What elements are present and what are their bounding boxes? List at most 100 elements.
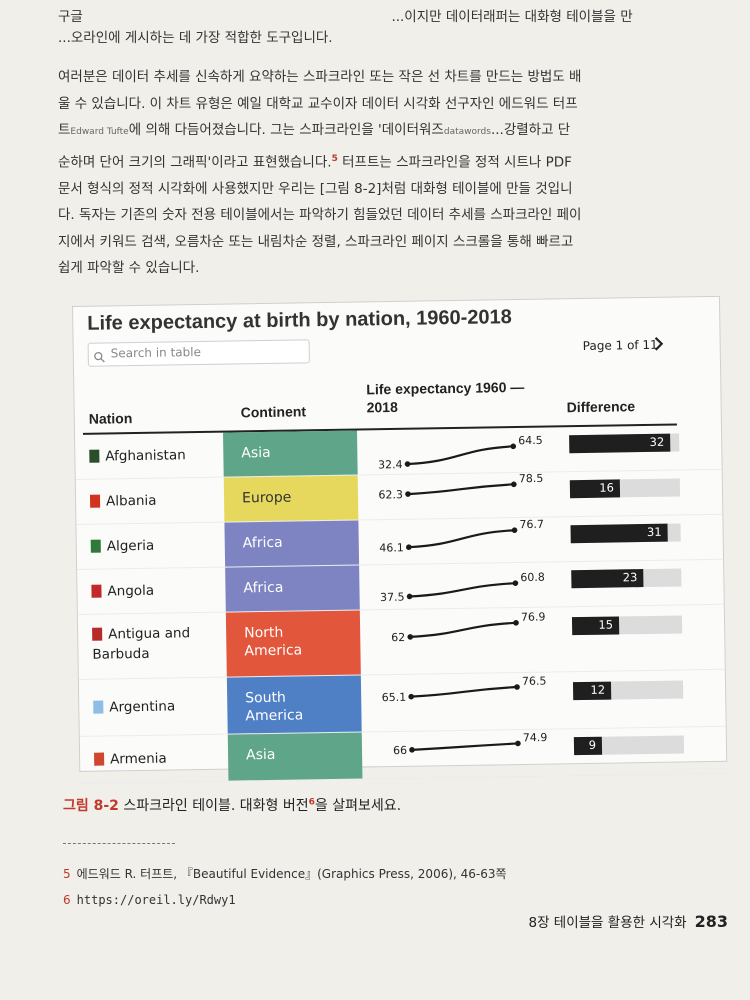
search-input[interactable]: Search in table <box>87 339 310 367</box>
difference-value: 12 <box>590 682 606 697</box>
nation-name: Armenia <box>110 750 167 768</box>
sparkline-start-label: 37.5 <box>380 591 405 604</box>
difference-cell: 32 <box>569 433 680 454</box>
sparkline-end-point <box>515 740 521 747</box>
sparkline-start-label: 32.4 <box>378 458 403 471</box>
footnote-link[interactable]: https://oreil.ly/Rdwy1 <box>76 893 236 907</box>
nation-cell: Antigua and Barbuda <box>92 623 191 665</box>
paragraph-line: 순하며 단어 크기의 그래픽'이라고 표현했습니다.5 터프트는 스파크라인을 … <box>58 153 572 171</box>
table-title: Life expectancy at birth by nation, 1960… <box>87 306 513 335</box>
sparkline: 62.3 78.5 <box>364 472 565 519</box>
sparkline-end-point <box>512 580 519 586</box>
chevron-right-icon[interactable] <box>652 336 666 352</box>
sparkline-path <box>407 445 514 466</box>
flag-icon <box>94 752 105 766</box>
continent-cell: Africa <box>224 520 360 567</box>
paragraph-line: 울 수 있습니다. 이 차트 유형은 예일 대학교 교수이자 데이터 시각화 선… <box>58 95 578 112</box>
difference-cell: 31 <box>570 523 681 544</box>
sparkline-end-point <box>510 443 517 450</box>
difference-bar: 32 <box>569 433 671 454</box>
sparkline-path <box>407 483 514 496</box>
continent-cell: Asia <box>227 732 363 781</box>
sparkline-end-label: 76.5 <box>522 675 547 688</box>
difference-value: 15 <box>598 617 614 632</box>
nation-name: Albania <box>105 492 157 510</box>
nation-cell: Angola <box>91 583 154 600</box>
nation-name: Argentina <box>109 698 176 716</box>
flag-icon <box>92 627 103 641</box>
paragraph-top-prefix: 구글 <box>58 9 83 25</box>
header-continent[interactable]: Continent <box>240 403 307 421</box>
sparkline-start-point <box>406 544 412 550</box>
continent-cell: Europe <box>223 475 359 522</box>
pager-label: Page 1 of 11 <box>582 337 658 353</box>
nation-name: Algeria <box>106 537 155 555</box>
sparkline: 65.1 76.5 <box>367 672 568 731</box>
sparkline-end-label: 78.5 <box>519 472 544 485</box>
nation-name: Angola <box>107 582 155 600</box>
continent-cell: North America <box>225 610 361 677</box>
difference-bar: 15 <box>571 616 620 636</box>
sparkline-start-label: 62.3 <box>378 488 403 501</box>
paragraph-line: 다. 독자는 기존의 숫자 전용 테이블에서는 파악하기 힘들었던 데이터 추세… <box>58 207 582 223</box>
nation-cell: Armenia <box>94 751 167 768</box>
nation-name: Afghanistan <box>105 447 186 465</box>
sparkline-end-label: 74.9 <box>523 731 548 744</box>
figure-label: 그림 8-2 <box>63 798 119 814</box>
difference-cell: 16 <box>569 478 681 499</box>
sparkline-path <box>408 529 515 549</box>
sparkline-end-label: 76.7 <box>519 518 544 531</box>
difference-value: 9 <box>588 737 597 752</box>
difference-bar: 31 <box>570 523 668 544</box>
sparkline-start-label: 46.1 <box>379 541 404 554</box>
nation-cell: Afghanistan <box>89 447 186 465</box>
difference-cell: 15 <box>571 615 683 636</box>
header-life-expectancy[interactable]: Life expectancy 1960 — 2018 <box>366 378 525 416</box>
sparkline-start-point <box>405 491 411 497</box>
sparkline-start-point <box>406 593 413 600</box>
paragraph-main: 여러분은 데이터 추세를 신속하게 요약하는 스파크라인 또는 작은 선 차트를… <box>58 64 678 282</box>
header-difference[interactable]: Difference <box>566 398 636 416</box>
difference-value: 32 <box>649 434 665 449</box>
search-icon <box>94 347 105 363</box>
paragraph-top-tail: ...이지만 데이터래퍼는 대화형 테이블을 만 <box>391 9 633 25</box>
sparkline: 46.1 76.7 <box>364 517 565 564</box>
table-row: Albania Europe 62.3 78.5 16 <box>75 469 723 525</box>
header-nation[interactable]: Nation <box>88 410 133 427</box>
difference-cell: 12 <box>572 680 684 701</box>
difference-value: 16 <box>599 480 615 495</box>
paragraph-line: 쉽게 파악할 수 있습니다. <box>58 260 200 276</box>
datawords-latin: datawords <box>443 127 491 137</box>
search-placeholder: Search in table <box>110 344 202 361</box>
difference-value: 31 <box>646 524 662 539</box>
footnote-5: 5 에드워드 R. 터프트, 『Beautiful Evidence』(Graph… <box>63 867 507 881</box>
difference-bar: 9 <box>573 736 603 756</box>
difference-cell: 23 <box>571 568 682 589</box>
tufte-latin: Edward Tufte <box>70 127 129 137</box>
table-row: Afghanistan Asia 32.4 64.5 32 <box>75 424 722 480</box>
nation-cell: Argentina <box>93 698 175 715</box>
nation-name: Barbuda <box>92 645 150 663</box>
sparkline: 62 76.9 <box>366 607 567 674</box>
sparkline-end-label: 64.5 <box>518 434 543 447</box>
flag-icon <box>93 700 104 714</box>
flag-icon <box>91 584 102 598</box>
sparkline: 32.4 64.5 <box>363 427 564 474</box>
sparkline-path <box>409 582 516 598</box>
chapter-title: 8장 테이블을 활용한 시각화 <box>528 915 687 931</box>
continent-cell: Africa <box>225 565 360 612</box>
page-number: 283 <box>694 912 728 931</box>
nation-cell: Algeria <box>90 537 155 555</box>
sparkline-path <box>411 742 518 751</box>
sparkline-end-point <box>514 684 520 690</box>
sparkline-start-point <box>408 693 414 700</box>
difference-bar: 23 <box>571 569 644 589</box>
paragraph-line: 문서 형식의 정적 시각화에 사용했지만 우리는 [그림 8-2]처럼 대화형 … <box>58 180 573 197</box>
paragraph-top-line: ...오라인에 게시하는 데 가장 적합한 도구입니다. <box>58 29 333 46</box>
figure-caption: 그림 8-2 스파크라인 테이블. 대화형 버전6을 살펴보세요. <box>63 797 402 814</box>
flag-icon <box>90 539 101 553</box>
sparkline-end-label: 76.9 <box>521 610 546 623</box>
sparkline-start-point <box>404 461 411 467</box>
sparkline-end-point <box>513 620 519 626</box>
paragraph-top: 구글 ...이지만 데이터래퍼는 대화형 테이블을 만 ...오라인에 게시하는… <box>58 4 678 51</box>
